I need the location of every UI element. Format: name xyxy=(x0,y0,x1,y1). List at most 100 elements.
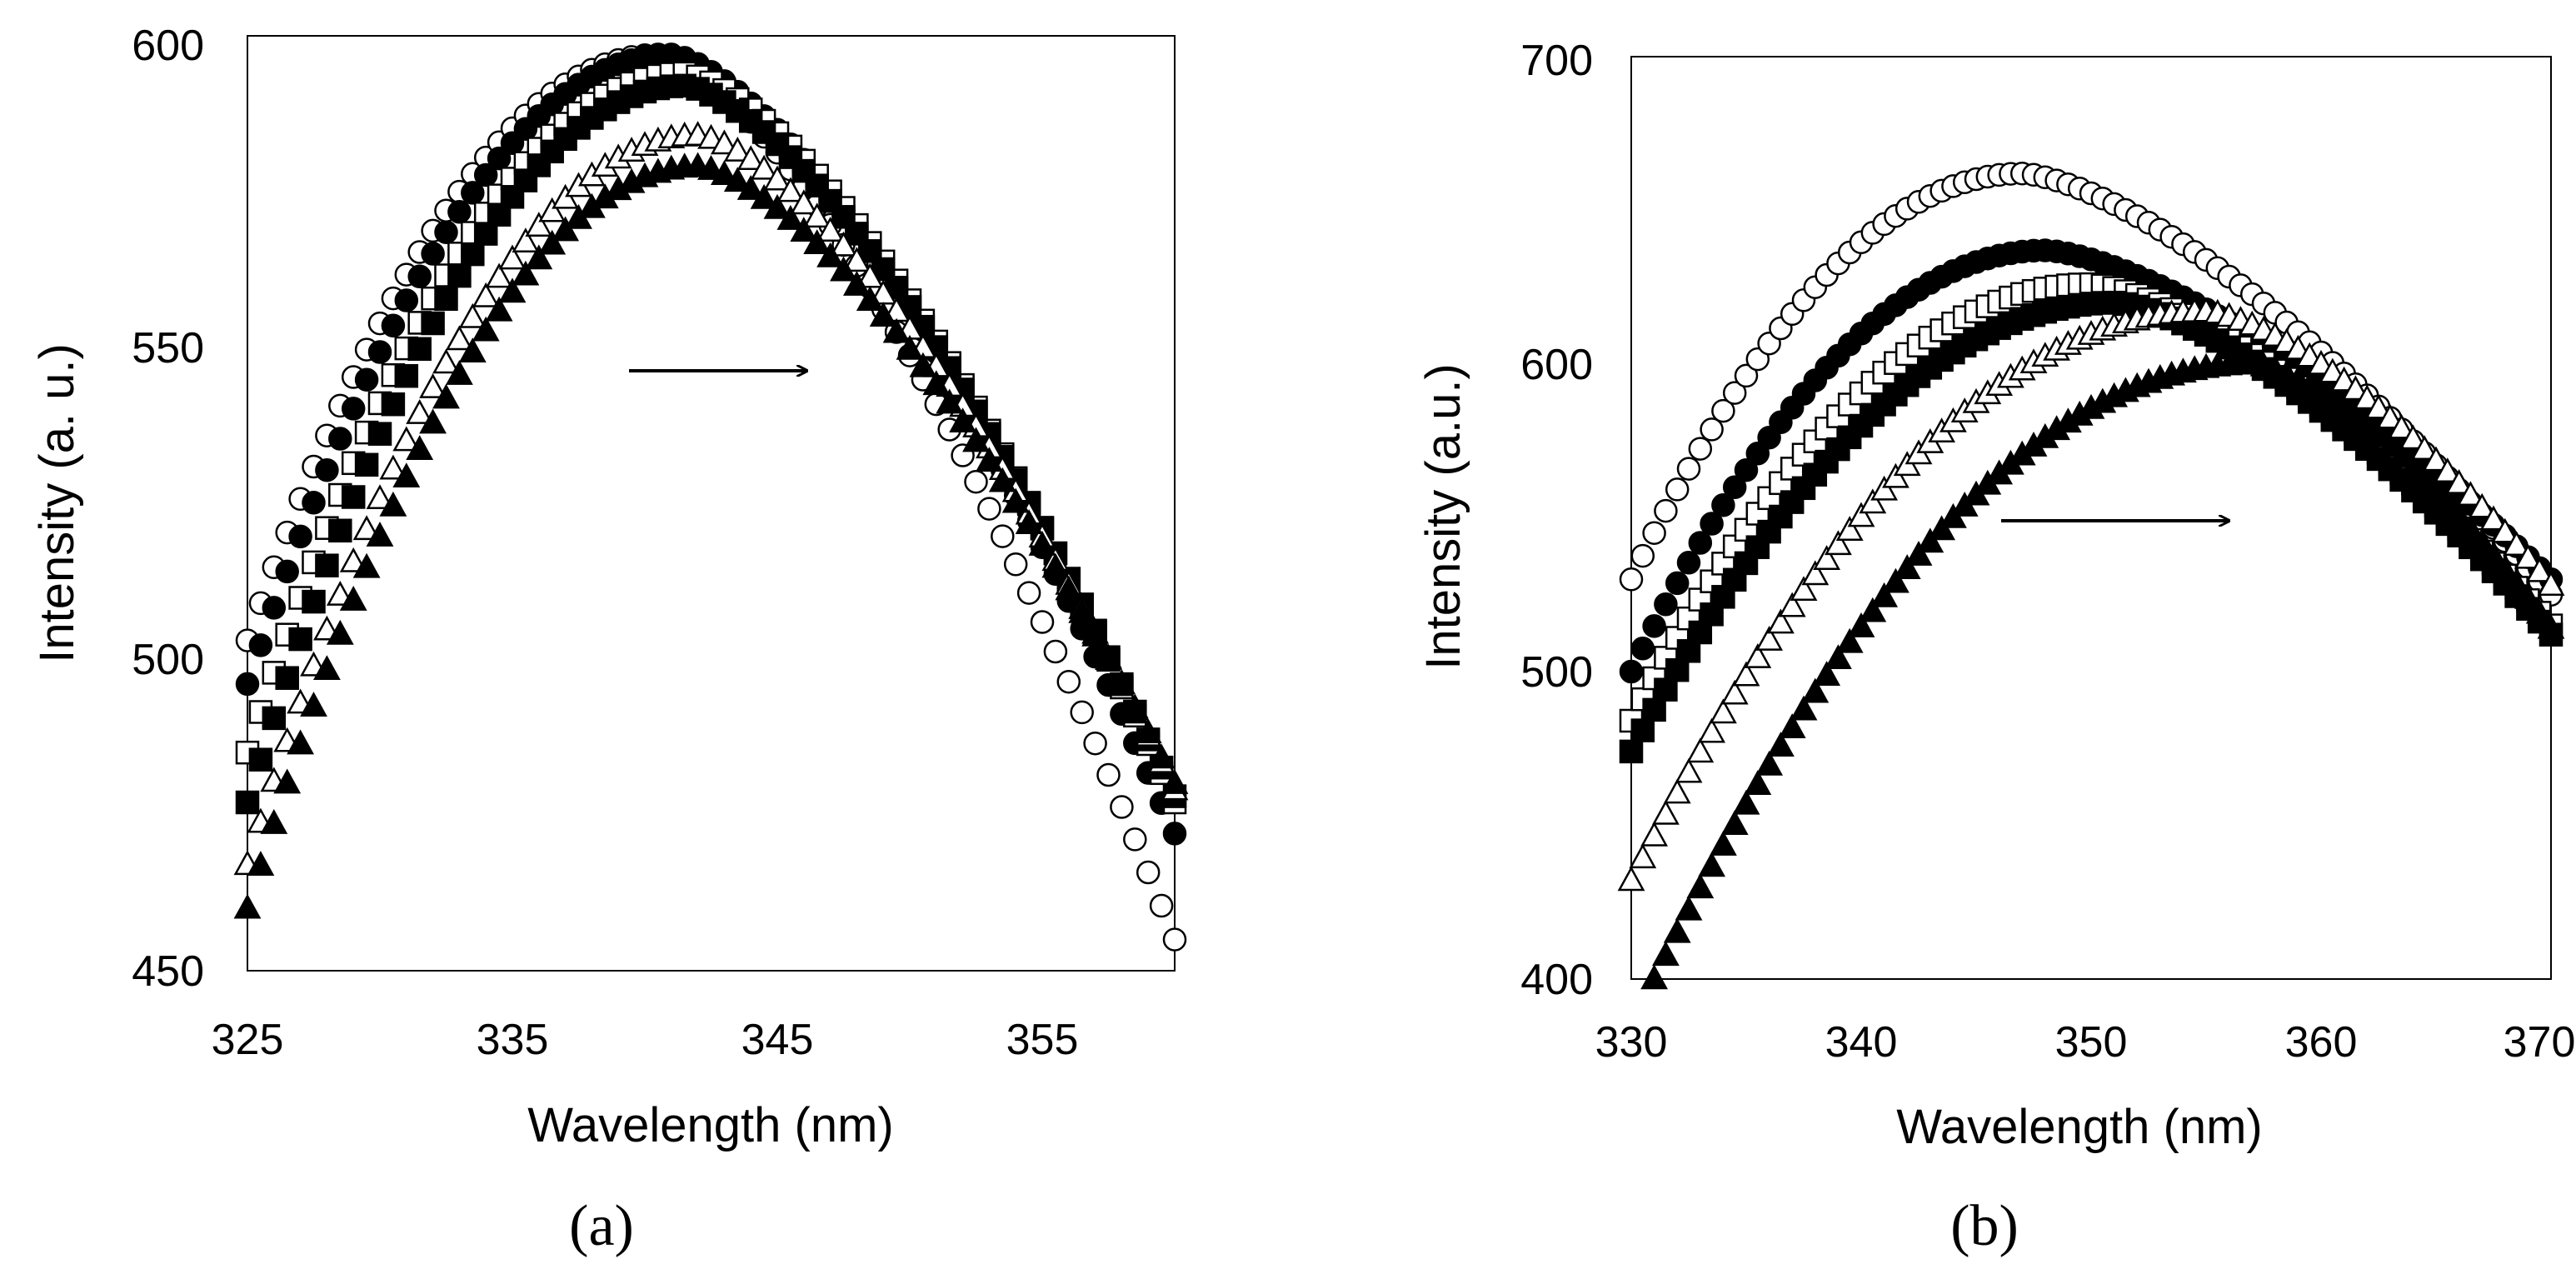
data-point-s5-p18 xyxy=(472,282,500,307)
data-point-s1-p58 xyxy=(1003,552,1028,577)
data-point-s1-p67 xyxy=(1123,827,1147,852)
data-point-s6-p18 xyxy=(472,316,500,342)
data-point-s5-p67 xyxy=(2388,413,2416,439)
data-point-s4-p4 xyxy=(288,627,312,652)
data-point-s5-p71 xyxy=(2434,457,2462,482)
y-axis-title-a: Intensity (a. u.) xyxy=(30,343,84,663)
data-point-s4-p20 xyxy=(500,185,525,209)
y-tick-label-a-1: 500 xyxy=(132,636,204,684)
data-point-s4-p11 xyxy=(381,392,406,417)
data-point-s5-p15 xyxy=(1790,576,1818,602)
data-point-s6-p45 xyxy=(830,256,857,282)
data-point-s1-p60 xyxy=(1030,610,1055,634)
data-point-s5-p11 xyxy=(1744,643,1772,668)
data-point-s1-p3 xyxy=(1654,498,1678,523)
data-point-s6-p12 xyxy=(1778,713,1806,738)
data-point-s4-p5 xyxy=(302,589,326,614)
data-point-s2-p17 xyxy=(461,181,485,205)
data-point-s6-p21 xyxy=(512,260,540,286)
data-point-s6-p22 xyxy=(525,244,553,270)
data-point-s4-p1 xyxy=(248,747,273,772)
data-point-s6-p12 xyxy=(392,462,421,488)
data-point-s6-p24 xyxy=(552,216,580,242)
data-point-s5-p80 xyxy=(2537,571,2565,596)
data-point-s5-p13 xyxy=(1766,608,1795,634)
data-point-s6-p37 xyxy=(723,167,751,192)
data-point-s6-p48 xyxy=(869,302,897,327)
data-point-s6-p5 xyxy=(1698,852,1726,877)
data-point-s2-p12 xyxy=(394,288,419,312)
data-point-s5-p72 xyxy=(2445,469,2474,494)
data-point-s2-p3 xyxy=(275,559,299,584)
data-point-s6-p69 xyxy=(2434,489,2462,515)
data-point-s6-p11 xyxy=(1766,732,1795,757)
data-point-s5-p9 xyxy=(352,515,381,541)
data-point-s1-p69 xyxy=(1149,893,1174,918)
data-point-s6-p44 xyxy=(816,242,845,267)
data-point-s5-p45 xyxy=(830,231,857,257)
x-axis-title-b: Wavelength (nm) xyxy=(1896,1100,2262,1154)
chart-panel-a: 450 500 550 600 325 335 345 355 Waveleng… xyxy=(30,22,1189,1258)
x-tick-label-a-3: 355 xyxy=(1006,1016,1079,1064)
data-point-s6-p15 xyxy=(1813,661,1841,686)
y-tick-label-a-0: 450 xyxy=(132,947,204,996)
data-point-s6-p54 xyxy=(949,407,977,433)
data-point-s5-p13 xyxy=(406,399,434,424)
data-point-s5-p15 xyxy=(432,348,460,374)
data-point-s6-p14 xyxy=(1801,677,1830,703)
data-point-s5-p6 xyxy=(1686,737,1715,763)
data-point-s6-p14 xyxy=(419,408,447,434)
data-point-s6-p25 xyxy=(1928,515,1956,541)
data-point-s6-p41 xyxy=(776,205,805,230)
data-point-s6-p10 xyxy=(366,522,394,547)
data-point-s4-p14 xyxy=(421,311,445,336)
data-point-s6-p66 xyxy=(1107,669,1136,694)
data-point-s5-p70 xyxy=(2422,446,2450,472)
x-tick-label-b-0: 330 xyxy=(1595,1018,1668,1067)
data-point-s5-p18 xyxy=(1824,530,1852,556)
data-point-s6-p8 xyxy=(339,586,367,611)
data-point-s1-p56 xyxy=(977,497,1001,521)
x-tick-label-b-2: 350 xyxy=(2055,1018,2128,1067)
data-point-s6-p21 xyxy=(1881,567,1910,593)
data-point-s6-p52 xyxy=(922,370,951,396)
data-point-s5-p23 xyxy=(538,197,567,222)
data-point-s5-p44 xyxy=(816,217,845,242)
data-point-s2-p5 xyxy=(302,491,326,515)
data-point-s4-p3 xyxy=(275,666,299,690)
data-point-s5-p21 xyxy=(1859,488,1887,514)
data-point-s6-p68 xyxy=(1134,718,1162,744)
data-point-s1-p65 xyxy=(1096,762,1121,787)
data-point-s6-p36 xyxy=(710,160,738,186)
data-point-s6-p50 xyxy=(896,334,924,360)
data-point-s6-p57 xyxy=(988,467,1016,492)
data-point-s2-p1 xyxy=(1630,637,1655,661)
data-point-s2-p19 xyxy=(487,146,512,171)
data-point-s6-p16 xyxy=(445,360,473,385)
data-point-s5-p79 xyxy=(2525,557,2554,582)
data-point-s2-p8 xyxy=(1711,493,1735,517)
data-point-s1-p62 xyxy=(1056,669,1081,694)
data-point-s6-p42 xyxy=(790,217,818,242)
data-point-s5-p5 xyxy=(1675,757,1703,783)
data-point-s4-p13 xyxy=(407,337,432,362)
data-point-s5-p1 xyxy=(1629,843,1657,869)
data-point-s6-p5 xyxy=(300,692,327,717)
data-point-s5-p22 xyxy=(525,212,553,237)
data-point-s6-p16 xyxy=(1824,644,1852,670)
data-point-s2-p16 xyxy=(447,200,472,224)
data-point-s6-p65 xyxy=(2388,442,2416,468)
data-point-s2-p14 xyxy=(421,242,445,266)
data-point-s2-p7 xyxy=(1700,512,1724,536)
y-tick-label-a-3: 600 xyxy=(132,22,204,70)
data-point-s4-p45 xyxy=(831,205,856,229)
y-tick-label-b-0: 400 xyxy=(1520,956,1593,1004)
y-tick-label-b-2: 600 xyxy=(1520,341,1593,389)
data-point-s6-p64 xyxy=(2376,432,2404,457)
data-point-s4-p41 xyxy=(778,145,803,169)
data-point-s1-p9 xyxy=(1722,381,1747,405)
data-point-s1-p8 xyxy=(1711,398,1735,423)
data-point-s5-p65 xyxy=(2364,393,2393,419)
data-point-s2-p18 xyxy=(473,162,498,187)
data-point-s4-p12 xyxy=(394,363,419,388)
